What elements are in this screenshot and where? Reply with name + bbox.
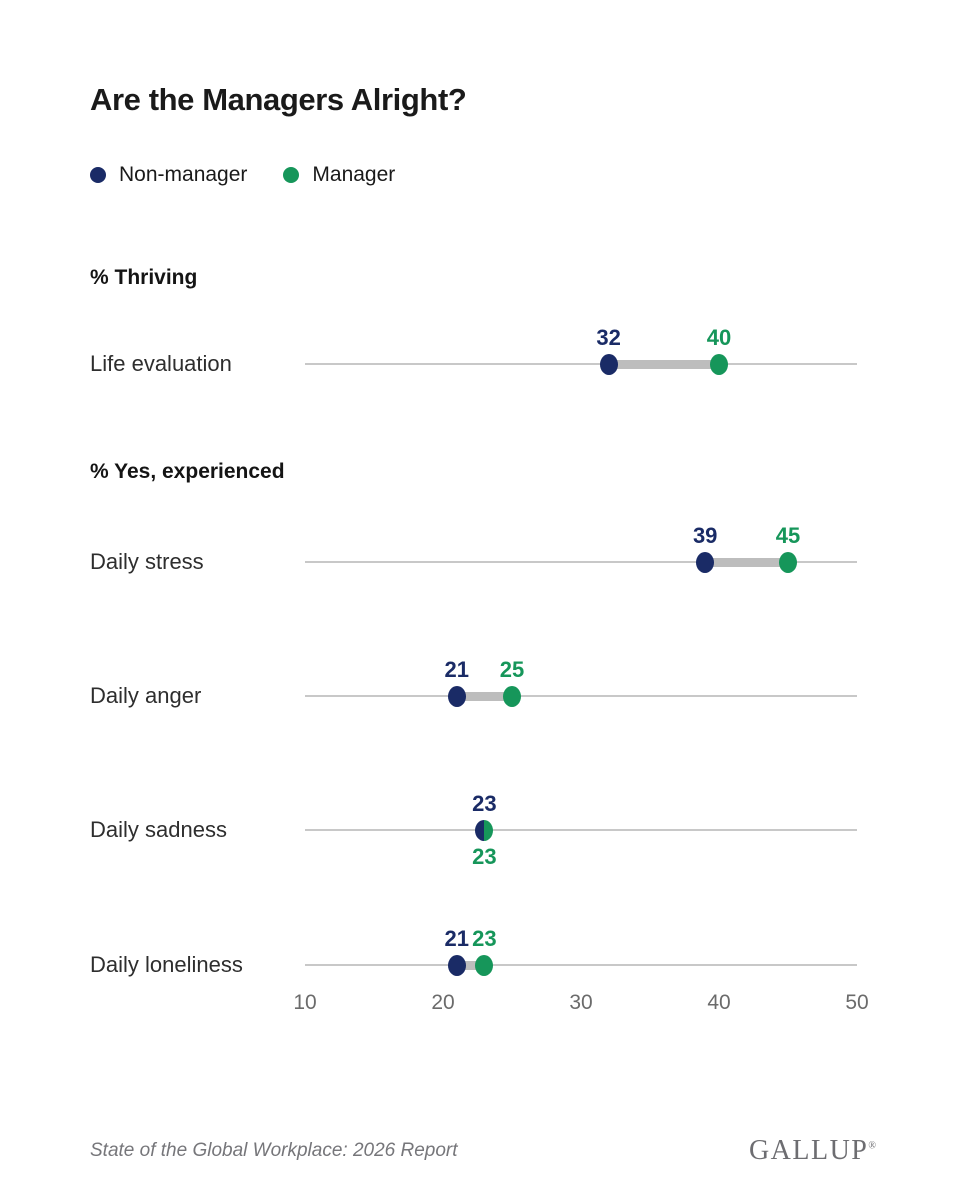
axis-line: [305, 561, 857, 563]
row-label: Daily sadness: [90, 817, 227, 842]
non-manager-value: 21: [444, 657, 470, 682]
gallup-logo-text: GALLUP: [748, 1135, 869, 1166]
axis-line: [305, 829, 857, 831]
registered-mark: ®: [868, 1140, 876, 1152]
legend-item-non-manager: Non-manager: [90, 163, 247, 187]
connector-bar: [456, 691, 512, 701]
non-manager-dot: [599, 353, 618, 375]
manager-dot: [779, 551, 797, 573]
axis-tick-label: 30: [569, 991, 593, 1014]
manager-dot: [475, 954, 494, 976]
legend: Non-manager Manager: [90, 163, 395, 187]
section-header: % Yes, experienced: [90, 460, 285, 483]
manager-value: 23: [472, 844, 497, 869]
source-note: State of the Global Workplace: 2026 Repo…: [90, 1140, 458, 1161]
axis-tick-label: 10: [293, 991, 317, 1014]
legend-label-manager: Manager: [312, 163, 396, 186]
manager-dot: [710, 353, 728, 375]
manager-value: 40: [706, 325, 732, 350]
non-manager-dot-icon: [90, 167, 106, 183]
axis-line: [305, 363, 857, 365]
non-manager-value: 32: [596, 325, 621, 350]
connector-bar: [705, 557, 788, 567]
connector-bar: [456, 960, 485, 970]
non-manager-value: 21: [444, 926, 470, 951]
row-label: Life evaluation: [90, 351, 232, 376]
non-manager-value: 23: [472, 791, 497, 816]
non-manager-dot: [447, 954, 466, 976]
row-label: Daily stress: [90, 549, 204, 574]
connector-bar: [608, 359, 719, 369]
manager-value: 23: [472, 926, 497, 951]
non-manager-dot: [447, 685, 466, 707]
axis-tick-label: 50: [845, 991, 869, 1014]
chart-title: Are the Managers Alright?: [90, 82, 467, 117]
legend-item-manager: Manager: [283, 163, 395, 187]
manager-dot-icon: [283, 167, 300, 183]
gallup-logo: GALLUP®: [749, 1135, 876, 1167]
manager-value: 45: [775, 523, 801, 548]
axis-tick-label: 40: [707, 991, 731, 1014]
non-manager-dot: [696, 551, 715, 573]
manager-dot: [503, 685, 521, 707]
axis-line: [305, 964, 857, 966]
row-label: Daily anger: [90, 683, 202, 708]
row-label: Daily loneliness: [90, 952, 243, 977]
non-manager-value: 39: [692, 523, 718, 548]
axis-tick-label: 20: [431, 991, 455, 1014]
manager-value: 25: [499, 657, 525, 682]
section-header: % Thriving: [90, 266, 198, 289]
non-manager-manager-split-dot: [475, 819, 494, 841]
axis-line: [305, 695, 857, 697]
legend-label-non-manager: Non-manager: [119, 163, 248, 186]
